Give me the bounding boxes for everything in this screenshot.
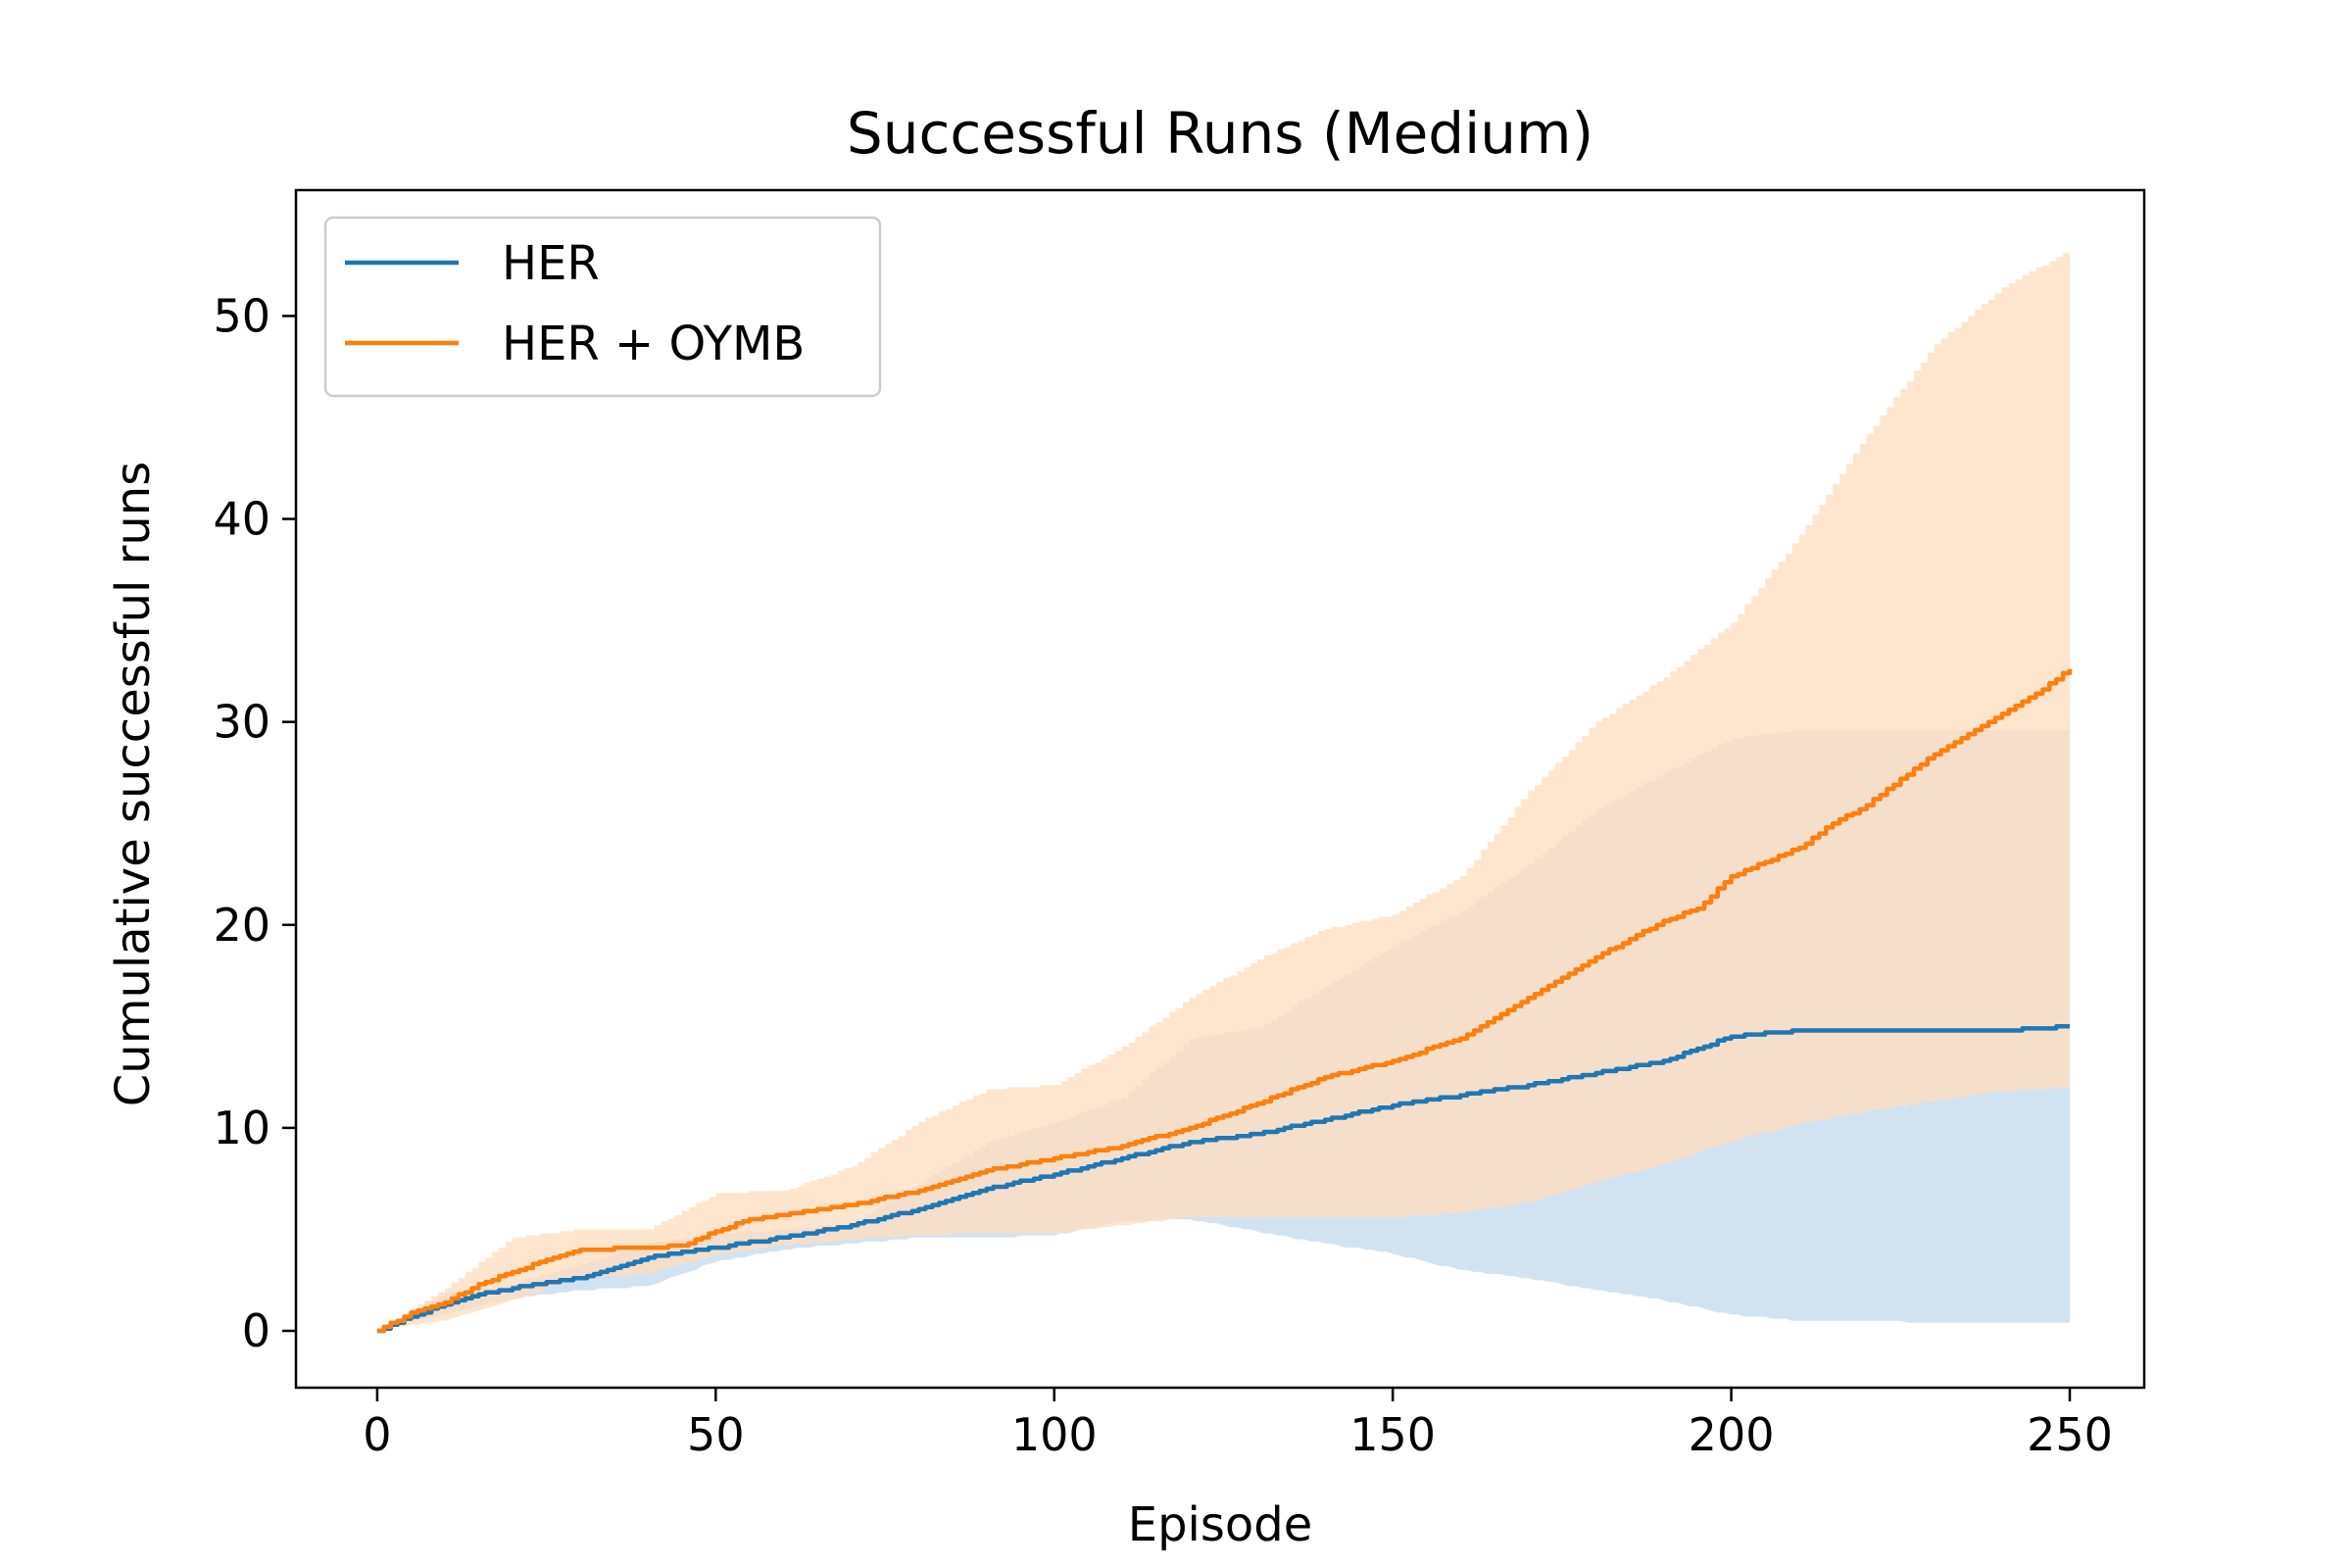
series-lines bbox=[376, 668, 2073, 1334]
x-tick-label: 150 bbox=[1349, 1408, 1436, 1461]
x-tick-label: 50 bbox=[687, 1408, 745, 1461]
plot-frame bbox=[294, 188, 2146, 1390]
y-axis-ticks: 0 10 20 30 40 50 bbox=[213, 289, 296, 1357]
x-axis-label: Episode bbox=[1128, 1497, 1313, 1552]
legend-label: HER bbox=[502, 236, 600, 291]
y-tick-label: 40 bbox=[213, 493, 270, 546]
y-tick-label: 20 bbox=[213, 899, 270, 952]
line-series-2 bbox=[376, 668, 2073, 1334]
x-tick-label: 200 bbox=[1689, 1408, 1775, 1461]
x-tick-label: 250 bbox=[2027, 1408, 2113, 1461]
y-axis-label: Cumulative successful runs bbox=[106, 462, 161, 1106]
y-tick-label: 0 bbox=[242, 1304, 270, 1357]
x-tick-label: 100 bbox=[1011, 1408, 1098, 1461]
x-axis-ticks: 0 50 100 150 200 250 bbox=[363, 1388, 2113, 1461]
legend-label: HER + OYMB bbox=[502, 317, 805, 371]
y-tick-label: 50 bbox=[213, 289, 270, 342]
y-tick-label: 30 bbox=[213, 696, 270, 749]
chart-title: Successful Runs (Medium) bbox=[847, 100, 1593, 167]
line-series-1 bbox=[376, 1024, 2070, 1334]
y-tick-label: 10 bbox=[213, 1102, 270, 1154]
x-tick-label: 0 bbox=[363, 1408, 391, 1461]
confidence-bands bbox=[376, 249, 2070, 1332]
legend-box bbox=[323, 216, 882, 398]
legend: HER HER + OYMB bbox=[323, 216, 882, 398]
band-series-2 bbox=[376, 249, 2070, 1332]
